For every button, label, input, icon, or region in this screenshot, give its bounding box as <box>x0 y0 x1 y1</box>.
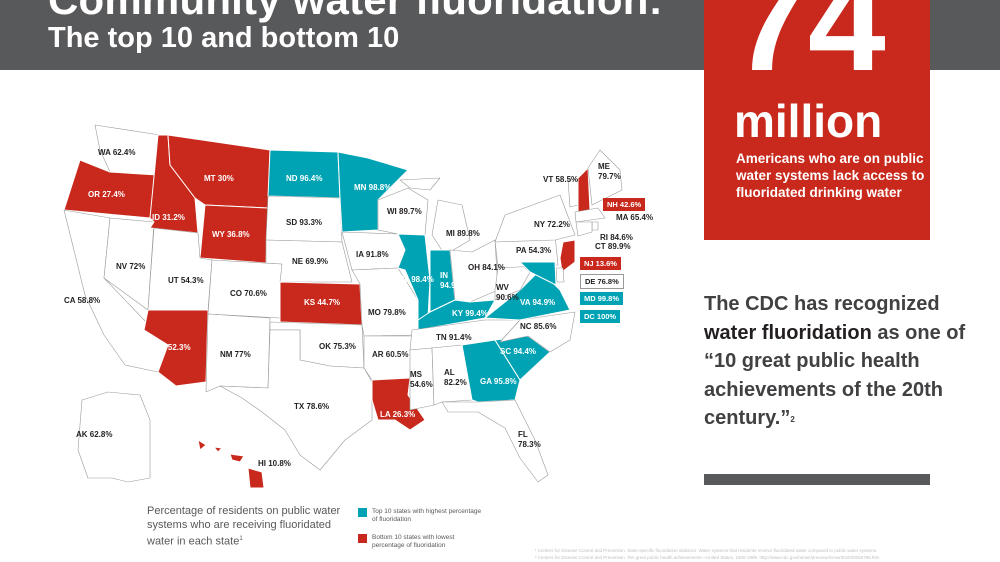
cdc-quote: The CDC has recognized water fluoridatio… <box>704 293 966 429</box>
footnote-2: ² Centers for Disease Control and Preven… <box>535 555 880 560</box>
label-DC: DC 100% <box>580 310 621 323</box>
label-MA: MA 65.4% <box>616 213 654 222</box>
label-TN: TN 91.4% <box>436 333 472 342</box>
label-HI: HI 10.8% <box>258 459 291 468</box>
label-AZ: AZ 52.3% <box>155 343 191 352</box>
state-CT <box>575 221 593 237</box>
state-IL <box>397 233 431 321</box>
state-RI <box>591 221 599 231</box>
map-caption: Percentage of residents on public water … <box>147 505 341 548</box>
label-MS: MS 54.6% <box>410 370 433 389</box>
state-NY <box>494 194 576 243</box>
label-NC: NC 85.6% <box>520 322 557 331</box>
label-DE: DE 76.8% <box>580 274 624 289</box>
state-NH <box>577 167 591 213</box>
label-CO: CO 70.6% <box>230 289 267 298</box>
label-WA: WA 62.4% <box>98 148 136 157</box>
legend-top-swatch <box>358 508 367 517</box>
label-KY: KY 99.4% <box>452 309 488 318</box>
stat-box: 74 million Americans who are on public w… <box>704 0 930 240</box>
label-RI: RI 84.6% <box>600 233 633 242</box>
state-MA <box>574 207 606 223</box>
label-TX: TX 78.6% <box>294 402 330 411</box>
stat-unit: million <box>734 95 883 147</box>
label-OK: OK 75.3% <box>319 342 356 351</box>
legend-top-label: Top 10 states with highest percentage of… <box>372 508 482 523</box>
label-NV: NV 72% <box>116 262 146 271</box>
label-NJ: NJ 13.6% <box>580 257 621 270</box>
label-ID: ID 31.2% <box>152 213 185 222</box>
label-KS: KS 44.7% <box>304 298 341 307</box>
label-AR: AR 60.5% <box>372 350 409 359</box>
legend-bottom-swatch <box>358 534 367 543</box>
label-MI: MI 89.8% <box>446 229 480 238</box>
divider-bar <box>704 474 930 485</box>
label-CA: CA 58.8% <box>64 296 101 305</box>
label-OH: OH 84.1% <box>468 263 505 272</box>
label-IL: IL 98.4% <box>402 275 434 284</box>
stat-description: Americans who are on public water system… <box>736 151 925 200</box>
label-MO: MO 79.8% <box>368 308 406 317</box>
label-IN: IN 94.9% <box>440 271 463 290</box>
state-NJ <box>559 239 576 273</box>
state-MD <box>519 261 557 286</box>
label-SC: SC 94.4% <box>500 347 537 356</box>
state-MS <box>409 347 435 411</box>
state-HI <box>197 439 265 489</box>
label-MN: MN 98.8% <box>354 183 392 192</box>
label-VT: VT 58.5% <box>543 175 579 184</box>
state-MO <box>351 267 419 337</box>
legend-bottom-label: Bottom 10 states with lowest percentage … <box>372 534 455 549</box>
label-ND: ND 96.4% <box>286 174 323 183</box>
label-OR: OR 27.4% <box>88 190 125 199</box>
label-PA: PA 54.3% <box>516 246 552 255</box>
page-title: Community water fluoridation: <box>48 0 663 24</box>
label-AK: AK 62.8% <box>76 430 113 439</box>
label-GA: GA 95.8% <box>480 377 517 386</box>
state-AL <box>431 344 473 406</box>
label-NM: NM 77% <box>220 350 251 359</box>
label-WY: WY 36.8% <box>212 230 250 239</box>
label-SD: SD 93.3% <box>286 218 323 227</box>
state-MI <box>399 177 471 256</box>
state-AK <box>77 391 151 483</box>
label-NY: NY 72.2% <box>534 220 570 229</box>
label-NH: NH 42.6% <box>603 198 646 211</box>
label-FL: FL 78.3% <box>518 430 541 449</box>
label-LA: LA 26.3% <box>380 410 416 419</box>
state-TX <box>219 329 373 471</box>
label-AL: AL 82.2% <box>444 368 467 387</box>
label-CT: CT 89.9% <box>595 242 631 251</box>
state-FL <box>441 399 549 483</box>
label-WI: WI 89.7% <box>387 207 422 216</box>
label-VA: VA 94.9% <box>520 298 556 307</box>
label-MD: MD 99.8% <box>580 292 624 305</box>
state-DE <box>555 267 565 283</box>
state-LA <box>371 377 426 431</box>
stat-number: 74 <box>732 0 886 100</box>
label-ME: ME 79.7% <box>598 162 621 181</box>
page-subtitle: The top 10 and bottom 10 <box>48 22 400 54</box>
label-UT: UT 54.3% <box>168 276 204 285</box>
label-IA: IA 91.8% <box>356 250 389 259</box>
us-map <box>63 124 623 489</box>
state-ME <box>587 149 623 206</box>
label-WV: WV 90.6% <box>496 283 519 302</box>
label-NE: NE 69.9% <box>292 257 329 266</box>
footnote-1: ¹ Centers for Disease Control and Preven… <box>535 548 878 553</box>
label-MT: MT 30% <box>204 174 234 183</box>
